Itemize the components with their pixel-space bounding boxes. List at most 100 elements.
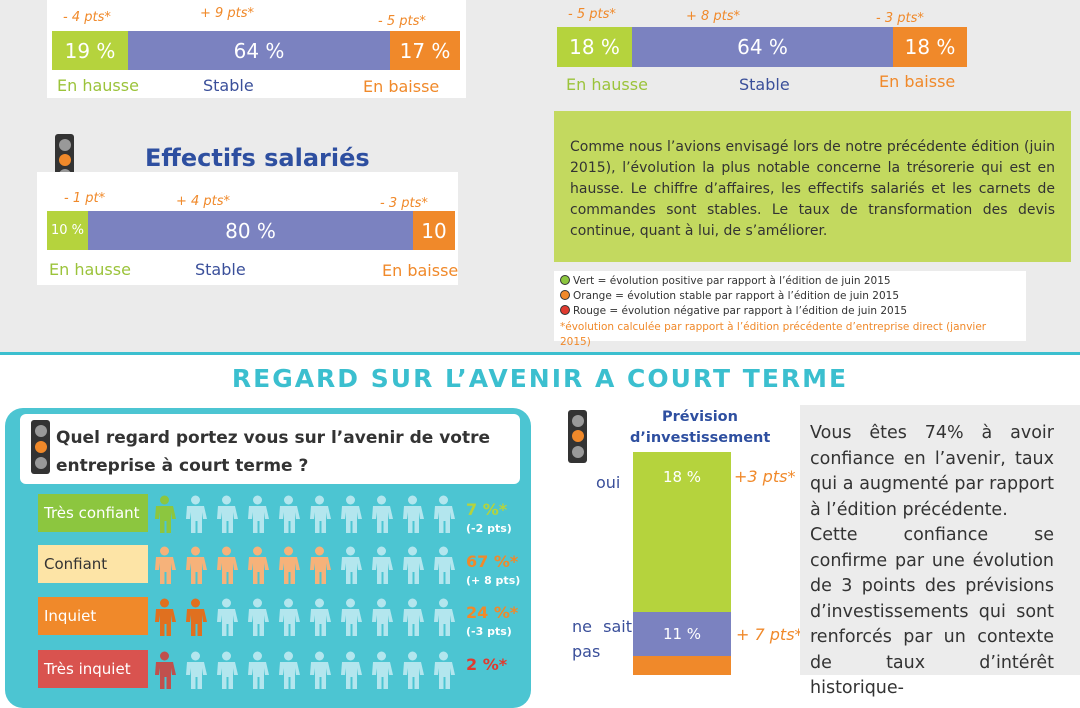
bar: 18 % 64 % 18 %	[557, 27, 967, 67]
change: + 4 pts*	[176, 194, 231, 209]
person-icon	[248, 546, 269, 584]
person-icon	[341, 546, 362, 584]
person-icon	[434, 651, 455, 689]
person-icon	[186, 651, 207, 689]
person-icon	[155, 495, 176, 533]
answer-label: Confiant	[38, 545, 148, 583]
commentary: Vous êtes 74% à avoir confiance en l’ave…	[800, 405, 1080, 698]
traffic-light	[568, 410, 587, 463]
person-icon	[372, 651, 393, 689]
segment: 10	[413, 211, 455, 250]
legend-text: Orange = évolution stable par rapport à …	[573, 290, 900, 302]
people	[152, 495, 456, 533]
segment: 64 %	[632, 27, 893, 67]
legend-item: Vert = évolution positive par rapport à …	[560, 274, 1020, 289]
answer-value: 67 %*	[466, 552, 519, 571]
row-label: ne sait pas	[572, 617, 632, 661]
answer-label: Très inquiet	[38, 650, 148, 688]
answer-value: 7 %*	[466, 500, 508, 519]
legend-text: Vert = évolution positive par rapport à …	[573, 275, 891, 287]
segment: 18 %	[893, 27, 967, 67]
people	[152, 651, 456, 689]
block-value: 18 %	[662, 468, 702, 486]
change: - 5 pts*	[378, 14, 426, 29]
segment: 80 %	[88, 211, 413, 250]
person-icon	[341, 598, 362, 636]
segment: 18 %	[557, 27, 632, 67]
label: En hausse	[49, 260, 131, 279]
label: Stable	[203, 76, 254, 95]
answer-value: 2 %*	[466, 655, 508, 674]
label: En baisse	[382, 261, 459, 280]
person-icon	[372, 495, 393, 533]
change: - 4 pts*	[63, 10, 111, 25]
person-icon	[434, 598, 455, 636]
people	[152, 546, 456, 584]
question-box	[20, 414, 520, 484]
segment: 64 %	[128, 31, 390, 70]
label: Stable	[739, 75, 790, 94]
person-icon	[403, 651, 424, 689]
label: En hausse	[57, 76, 139, 95]
person-icon	[217, 495, 238, 533]
bar: 10 % 80 % 10	[47, 211, 455, 250]
person-icon	[155, 546, 176, 584]
label: En baisse	[879, 72, 956, 91]
change: - 1 pt*	[64, 191, 106, 206]
row-change: +3 pts*	[734, 467, 796, 486]
person-icon	[186, 598, 207, 636]
person-icon	[310, 598, 331, 636]
section-heading: Effectifs salariés	[145, 144, 370, 172]
dot	[560, 275, 570, 285]
person-icon	[279, 598, 300, 636]
answer-change: (-3 pts)	[466, 625, 512, 638]
person-icon	[310, 495, 331, 533]
legend-item: Orange = évolution stable par rapport à …	[560, 289, 1020, 304]
legend: Vert = évolution positive par rapport à …	[554, 271, 1026, 348]
person-icon	[403, 495, 424, 533]
change: + 9 pts*	[200, 6, 255, 21]
people	[152, 598, 456, 636]
person-icon	[186, 495, 207, 533]
person-icon	[310, 546, 331, 584]
legend-text: Rouge = évolution négative par rapport à…	[573, 305, 908, 317]
row-change: + 7 pts*	[736, 625, 803, 644]
person-icon	[372, 546, 393, 584]
block-value: 11 %	[662, 625, 702, 643]
block	[633, 452, 731, 612]
person-icon	[434, 546, 455, 584]
person-icon	[248, 495, 269, 533]
bar: 19 % 64 % 17 %	[52, 31, 460, 70]
answer-change: (-2 pts)	[466, 522, 512, 535]
change: - 5 pts*	[568, 7, 616, 22]
row-label: oui	[596, 473, 621, 492]
person-icon	[248, 651, 269, 689]
segment: 10 %	[47, 211, 88, 250]
section-title: REGARD SUR L’AVENIR A COURT TERME	[231, 364, 849, 393]
answer-label: Très confiant	[38, 494, 148, 532]
change: - 3 pts*	[876, 11, 924, 26]
person-icon	[341, 495, 362, 533]
change: + 8 pts*	[686, 9, 741, 24]
person-icon	[279, 651, 300, 689]
summary: Comme nous l’avions envisagé lors de not…	[554, 111, 1071, 262]
person-icon	[279, 495, 300, 533]
person-icon	[403, 546, 424, 584]
legend-item: Rouge = évolution négative par rapport à…	[560, 304, 1020, 319]
answer-change: (+ 8 pts)	[466, 574, 521, 587]
person-icon	[155, 598, 176, 636]
person-icon	[341, 651, 362, 689]
change: - 3 pts*	[380, 196, 428, 211]
paragraph: Vous êtes 74% à avoir confiance en l’ave…	[810, 423, 1054, 520]
person-icon	[310, 651, 331, 689]
traffic-light	[31, 420, 50, 474]
segment: 19 %	[52, 31, 128, 70]
person-icon	[434, 495, 455, 533]
person-icon	[279, 546, 300, 584]
person-icon	[155, 651, 176, 689]
question: Quel regard portez vous sur l’avenir de …	[56, 428, 490, 476]
dot	[560, 305, 570, 315]
label: En hausse	[566, 75, 648, 94]
chart-title: Prévision d’investissement	[630, 409, 771, 446]
